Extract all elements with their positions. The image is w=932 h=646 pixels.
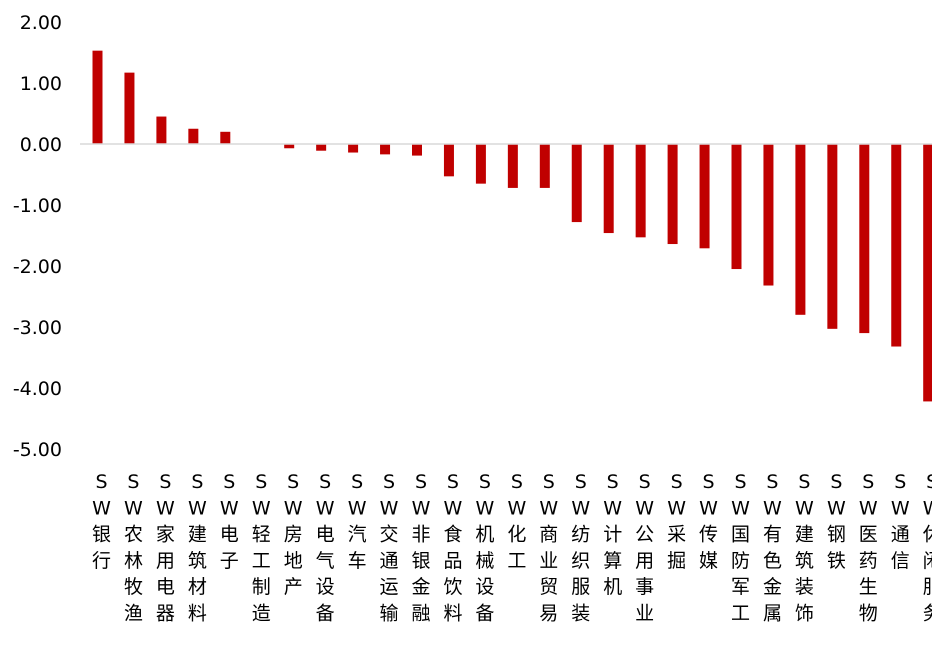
x-category-label: SW休闲服务 xyxy=(923,471,932,625)
x-category-label: S W 化工 xyxy=(507,471,526,572)
bar xyxy=(124,72,135,144)
bar xyxy=(891,144,902,347)
bar xyxy=(731,144,742,270)
bar xyxy=(443,144,454,177)
y-tick-label: 1.00 xyxy=(20,73,62,95)
bar xyxy=(827,144,838,329)
bar xyxy=(380,144,391,155)
x-category-label: S W 银行 xyxy=(92,471,111,572)
bars-group xyxy=(92,50,932,402)
x-category-label: S W 农林牧渔 xyxy=(124,471,143,625)
y-tick-label: -4.00 xyxy=(13,378,62,400)
x-category-label: S W 采掘 xyxy=(667,471,686,572)
x-category-label: S W 有色金属 xyxy=(763,471,782,625)
bar xyxy=(635,144,646,238)
y-tick-label: 2.00 xyxy=(20,12,62,34)
y-tick-label: -3.00 xyxy=(13,317,62,339)
x-category-label: S W 公用事业 xyxy=(635,471,654,625)
x-category-label: S W 通信 xyxy=(891,471,910,572)
bar xyxy=(92,50,103,144)
x-category-label: S W 计算机 xyxy=(603,471,622,598)
y-tick-label: -5.00 xyxy=(13,439,62,461)
y-axis-tick-labels: 2.00 1.00 0.00 -1.00 -2.00 -3.00 -4.00 -5.00 xyxy=(13,12,62,461)
y-tick-label: -1.00 xyxy=(13,195,62,217)
x-category-label: S W 电子 xyxy=(220,471,239,572)
bar xyxy=(475,144,486,184)
x-category-label: S W 纺织服装 xyxy=(571,471,590,625)
bar xyxy=(188,128,199,144)
bar xyxy=(348,144,359,153)
x-category-label: S W 机械设备 xyxy=(475,471,494,625)
bar xyxy=(667,144,678,245)
x-category-label: S W 医药生物 xyxy=(859,471,878,625)
x-category-label: S W 交通运输 xyxy=(380,471,399,625)
x-category-label: S W 非银金融 xyxy=(411,471,430,625)
bar xyxy=(539,144,550,188)
x-category-label: S W 食品饮料 xyxy=(443,471,462,625)
bar xyxy=(156,116,167,144)
bar xyxy=(412,144,422,156)
x-category-label: S W 国防军工 xyxy=(731,471,750,625)
bar xyxy=(923,144,932,402)
x-category-label: S W 商业贸易 xyxy=(539,471,558,625)
bar xyxy=(795,144,806,315)
x-category-label: S W 钢铁 xyxy=(827,471,846,572)
x-category-label: S W 汽车 xyxy=(348,471,367,572)
bar xyxy=(316,144,327,151)
bar xyxy=(603,144,614,234)
x-axis-category-labels: S W 银行 S W 农林牧渔 S W 家用电器 S W 建筑材料 S W 电子 S W 轻工制造 S W 房地产 S W 电… xyxy=(92,471,932,625)
bar xyxy=(859,144,870,334)
bar xyxy=(763,144,774,286)
x-category-label: S W 传媒 xyxy=(699,471,718,572)
x-category-label: S W 建筑装饰 xyxy=(795,471,814,625)
bar xyxy=(220,131,231,144)
y-tick-label: -2.00 xyxy=(13,256,62,278)
x-category-label: S W 建筑材料 xyxy=(188,471,207,625)
x-category-label: S W 房地产 xyxy=(284,471,303,598)
y-tick-label: 0.00 xyxy=(20,134,62,156)
bar xyxy=(699,144,710,249)
bar xyxy=(284,144,295,149)
x-category-label: S W 家用电器 xyxy=(156,471,175,625)
x-category-label: S W 电气设备 xyxy=(316,471,335,625)
bar xyxy=(507,144,518,188)
x-category-label: S W 轻工制造 xyxy=(252,471,271,625)
bar xyxy=(571,144,582,223)
